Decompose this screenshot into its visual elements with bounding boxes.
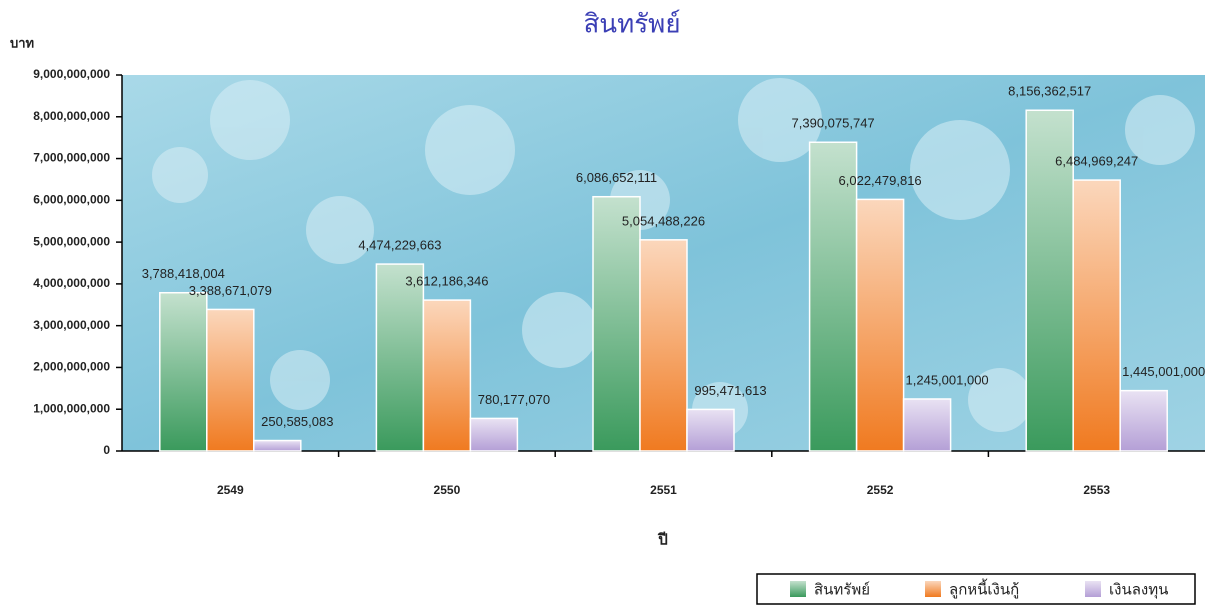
y-tick-label: 3,000,000,000: [33, 318, 110, 332]
legend-box: [756, 573, 1196, 605]
y-tick-label: 6,000,000,000: [33, 193, 110, 207]
legend-label: ลูกหนี้เงินกู้: [949, 579, 1019, 599]
y-axis-label: บาท: [10, 37, 34, 52]
bar: [855, 198, 905, 452]
bar: [375, 263, 425, 452]
x-axis-label: ปี: [657, 531, 667, 549]
value-label: 1,245,001,000: [906, 372, 989, 387]
x-tick-label: 2549: [217, 483, 244, 497]
value-label: 250,585,083: [261, 414, 333, 429]
bar: [1072, 179, 1121, 452]
y-tick-label: 8,000,000,000: [33, 109, 110, 123]
x-tick-label: 2550: [434, 483, 461, 497]
value-label: 6,484,969,247: [1055, 154, 1138, 169]
legend-swatch: [790, 581, 806, 597]
legend-swatch: [1085, 581, 1101, 597]
x-tick-label: 2552: [867, 483, 894, 497]
x-tick-label: 2553: [1083, 483, 1110, 497]
value-label: 6,086,652,111: [576, 170, 657, 185]
legend-swatch: [925, 581, 941, 597]
y-tick-label: 5,000,000,000: [33, 234, 110, 248]
legend-label: เงินลงทุน: [1109, 581, 1168, 600]
value-label: 4,474,229,663: [358, 238, 441, 253]
y-tick-label: 1,000,000,000: [33, 401, 110, 415]
y-tick-label: 4,000,000,000: [33, 276, 110, 290]
x-tick-label: 2551: [650, 483, 677, 497]
bar: [592, 195, 641, 452]
bar: [686, 408, 735, 452]
bar: [1119, 389, 1168, 452]
value-label: 8,156,362,517: [1008, 84, 1091, 99]
bar: [206, 308, 255, 452]
bar: [808, 141, 858, 452]
y-tick-label: 7,000,000,000: [33, 151, 110, 165]
value-label: 3,612,186,346: [405, 274, 488, 289]
value-label: 3,388,671,079: [189, 283, 272, 298]
value-label: 6,022,479,816: [839, 173, 922, 188]
value-label: 1,445,001,000: [1122, 364, 1205, 379]
y-tick-label: 2,000,000,000: [33, 360, 110, 374]
value-label: 995,471,613: [694, 383, 766, 398]
bar: [253, 439, 302, 452]
y-tick-label: 9,000,000,000: [33, 67, 110, 81]
y-tick-label: 0: [103, 443, 110, 457]
legend-label: สินทรัพย์: [814, 581, 870, 599]
value-label: 780,177,070: [478, 392, 550, 407]
bar: [159, 291, 208, 452]
value-label: 7,390,075,747: [792, 116, 875, 131]
bar: [469, 417, 519, 452]
bar: [422, 299, 472, 452]
bar: [1025, 109, 1074, 452]
value-label: 5,054,488,226: [622, 213, 705, 228]
bar: [639, 239, 688, 452]
value-label: 3,788,418,004: [142, 266, 225, 281]
chart-title: สินทรัพย์: [583, 10, 680, 40]
bar: [902, 398, 952, 452]
